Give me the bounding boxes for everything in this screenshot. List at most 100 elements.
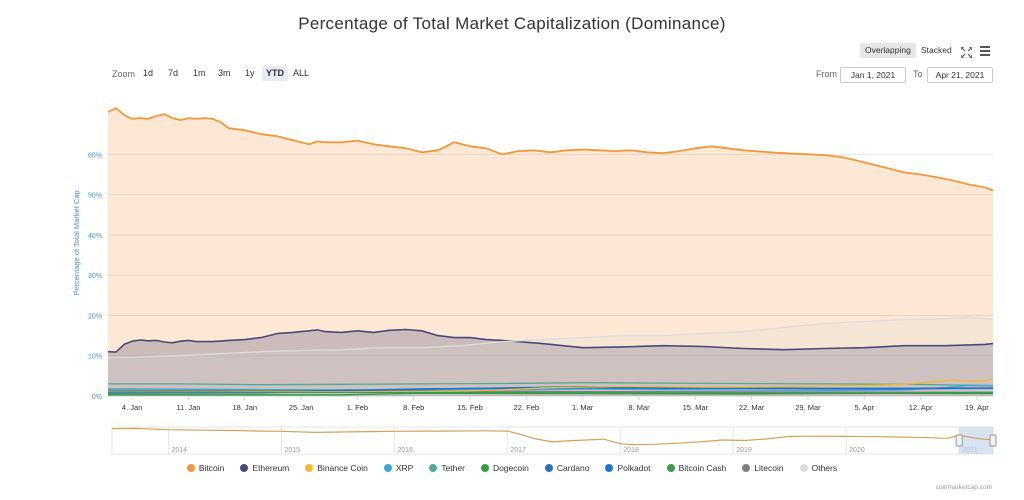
- legend-item-polkadot[interactable]: Polkadot: [605, 463, 651, 473]
- grid-lines: [108, 153, 993, 397]
- bitcoin-line[interactable]: [107, 107, 994, 192]
- legend-dot-icon: [799, 464, 808, 472]
- polkadot-line[interactable]: [107, 387, 994, 394]
- x-tick-label: 8. Feb: [403, 403, 424, 412]
- legend-dot-icon: [742, 464, 751, 472]
- series-lines: [107, 107, 994, 396]
- y-tick-label: 20%: [88, 313, 102, 320]
- legend-item-tether[interactable]: Tether: [429, 463, 465, 473]
- legend-label: Cardano: [556, 463, 590, 473]
- zoom-1d-button[interactable]: 1d: [143, 68, 154, 78]
- legend-item-bitcoin[interactable]: Bitcoin: [186, 463, 225, 473]
- legend-label: Polkadot: [617, 463, 651, 473]
- y-tick-label: 0%: [92, 394, 102, 401]
- x-tick-label: 22. Mar: [739, 403, 765, 412]
- menu-icon[interactable]: [980, 46, 990, 58]
- litecoin-line[interactable]: [107, 389, 994, 394]
- zoom-1m-button[interactable]: 1m: [193, 68, 206, 78]
- stacked-toggle[interactable]: Stacked: [921, 45, 952, 55]
- legend-label: Ethereum: [252, 463, 290, 473]
- x-tick-label: 11. Jan: [176, 403, 200, 412]
- legend-item-ethereum[interactable]: Ethereum: [240, 463, 289, 473]
- tether-line[interactable]: [108, 382, 994, 387]
- navigator-handle[interactable]: [989, 434, 997, 447]
- x-tick-label: 19. Apr: [965, 403, 989, 412]
- x-tick-label: 29. Mar: [795, 403, 821, 412]
- ethereum-area: [108, 329, 993, 396]
- navigator-selection[interactable]: [959, 427, 993, 454]
- others-area: [108, 317, 993, 396]
- legend-item-cardano[interactable]: Cardano: [544, 463, 590, 473]
- legend-item-others[interactable]: Others: [799, 463, 838, 473]
- x-tick-label: 5. Apr: [854, 403, 874, 412]
- navigator-year-label: 2015: [284, 447, 300, 454]
- y-tick-label: 50%: [88, 193, 102, 200]
- y-tick-label: 10%: [88, 354, 102, 361]
- legend-item-bitcoin-cash[interactable]: Bitcoin Cash: [666, 463, 727, 473]
- legend-dot-icon: [666, 464, 675, 472]
- zoom-all-button[interactable]: ALL: [293, 68, 310, 78]
- binance-coin-line[interactable]: [108, 378, 994, 393]
- range-from-label: From: [816, 69, 837, 79]
- legend-label: Tether: [441, 463, 465, 473]
- legend-dot-icon: [605, 464, 614, 472]
- credit-text: coinmarketcap.com: [935, 484, 992, 491]
- chart-title: Percentage of Total Market Capitalizatio…: [298, 14, 726, 33]
- legend-label: Bitcoin Cash: [678, 463, 727, 473]
- x-tick-label: 12. Apr: [909, 403, 933, 412]
- x-tick-label: 15. Feb: [457, 403, 482, 412]
- navigator-year-label: 2020: [849, 447, 865, 454]
- zoom-ytd-button[interactable]: YTD: [262, 66, 288, 81]
- legend: Bitcoin Ethereum Binance Coin XRP Tether Doge…: [0, 463, 1024, 473]
- range-from-input[interactable]: Jan 1, 2021: [840, 67, 906, 83]
- zoom-7d-button[interactable]: 7d: [168, 68, 179, 78]
- legend-label: Dogecoin: [492, 463, 529, 473]
- range-to-input[interactable]: Apr 21, 2021: [927, 67, 993, 83]
- series-areas: [108, 108, 993, 396]
- legend-item-litecoin[interactable]: Litecoin: [742, 463, 784, 473]
- legend-dot-icon: [383, 464, 392, 472]
- navigator-series-line: [111, 427, 994, 446]
- zoom-1y-button[interactable]: 1y: [245, 68, 255, 78]
- zoom-3m-button[interactable]: 3m: [218, 68, 231, 78]
- navigator[interactable]: 20142015201620172018201920202021: [111, 426, 997, 455]
- y-tick-label: 60%: [88, 152, 102, 159]
- dominance-chart: 0% 10% 20% 30% 40% 50% 60% 4. Jan 11. Jan 18. Ja…: [72, 107, 997, 455]
- y-tick-label: 30%: [88, 273, 102, 280]
- navigator-year-label: 2018: [623, 447, 639, 454]
- legend-dot-icon: [544, 464, 553, 472]
- legend-label: Others: [811, 463, 838, 473]
- x-tick-label: 18. Jan: [232, 403, 257, 412]
- navigator-year-label: 2016: [397, 447, 413, 454]
- x-tick-label: 25. Jan: [289, 403, 314, 412]
- legend-label: Litecoin: [754, 463, 784, 473]
- y-axis-ticks: 0% 10% 20% 30% 40% 50% 60%: [88, 152, 102, 401]
- x-tick-label: 1. Mar: [572, 403, 594, 412]
- bitcoin-area: [108, 108, 993, 396]
- overlapping-toggle[interactable]: Overlapping: [860, 43, 916, 58]
- legend-item-xrp[interactable]: XRP: [383, 463, 413, 473]
- x-tick-label: 15. Mar: [683, 403, 709, 412]
- legend-label: Bitcoin: [198, 463, 225, 473]
- legend-item-binance-coin[interactable]: Binance Coin: [305, 463, 368, 473]
- navigator-year-label: 2019: [736, 447, 752, 454]
- others-line[interactable]: [107, 316, 994, 359]
- x-tick-label: 4. Jan: [122, 403, 142, 412]
- legend-dot-icon: [305, 464, 314, 472]
- dogecoin-line[interactable]: [108, 391, 994, 396]
- legend-label: Binance Coin: [317, 463, 368, 473]
- navigator-year-label: 2014: [171, 447, 187, 454]
- y-axis-label: Percentage of Total Market Cap: [72, 190, 81, 295]
- x-axis-ticks: 4. Jan 11. Jan 18. Jan 25. Jan 1. Feb 8. Feb 1…: [122, 396, 989, 412]
- zoom-label: Zoom: [112, 69, 136, 79]
- x-tick-label: 1. Feb: [347, 403, 368, 412]
- legend-dot-icon: [186, 464, 195, 472]
- legend-dot-icon: [429, 464, 438, 472]
- ethereum-line[interactable]: [107, 328, 994, 353]
- legend-dot-icon: [240, 464, 249, 472]
- range-to-label: To: [913, 69, 923, 79]
- navigator-year-label: 2017: [510, 447, 526, 454]
- navigator-handle[interactable]: [955, 434, 963, 447]
- legend-item-dogecoin[interactable]: Dogecoin: [480, 463, 529, 473]
- legend-dot-icon: [480, 464, 489, 472]
